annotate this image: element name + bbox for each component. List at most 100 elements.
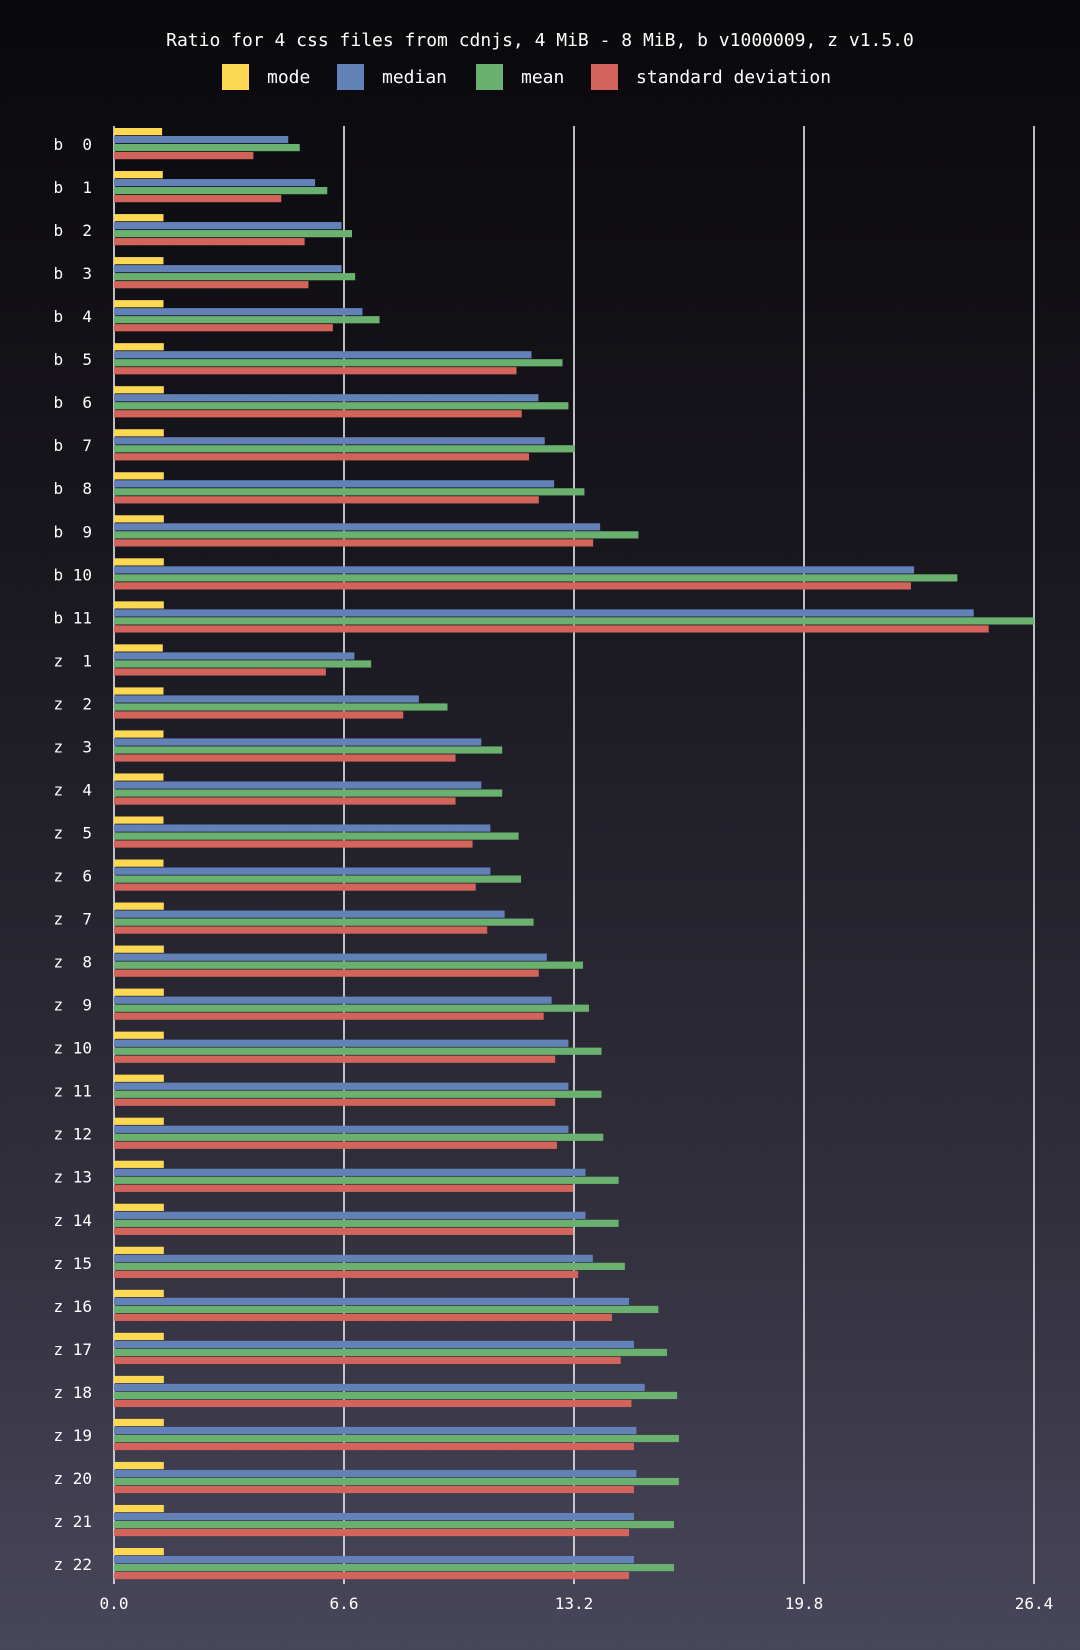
x-tick-label: 6.6: [330, 1594, 359, 1613]
bar-mode-z2: [114, 687, 164, 695]
bar-mode-z10: [114, 1031, 164, 1039]
bar-mean-z16: [114, 1305, 659, 1314]
bar-mean-z12: [114, 1133, 604, 1141]
bar-standard-deviation-z3: [114, 754, 456, 762]
bar-mode-b2: [114, 214, 164, 222]
bar-mean-z17: [114, 1348, 668, 1357]
legend-swatch-median: [337, 64, 364, 90]
bar-standard-deviation-b5: [114, 367, 517, 375]
legend-swatch-standard-deviation: [591, 64, 618, 90]
bar-mean-b3: [114, 273, 356, 281]
bar-standard-deviation-z6: [114, 883, 476, 891]
bar-standard-deviation-b4: [114, 324, 333, 332]
bar-median-b5: [114, 351, 532, 359]
bar-median-b10: [114, 566, 915, 574]
category-label: z 6: [53, 867, 92, 886]
bar-mode-z21: [114, 1504, 164, 1513]
bar-mean-z19: [114, 1434, 679, 1443]
chart-title: Ratio for 4 css files from cdnjs, 4 MiB …: [166, 30, 914, 51]
bar-mode-b11: [114, 601, 164, 609]
bar-mean-z2: [114, 703, 448, 711]
bar-median-z17: [114, 1340, 634, 1349]
bar-standard-deviation-z17: [114, 1356, 621, 1365]
bar-standard-deviation-z4: [114, 797, 456, 805]
bar-mode-z15: [114, 1246, 164, 1254]
bar-standard-deviation-z22: [114, 1571, 630, 1580]
category-label: z 14: [53, 1211, 92, 1230]
bar-mean-b11: [114, 617, 1034, 625]
bar-mean-z1: [114, 660, 372, 668]
bar-mean-b8: [114, 488, 585, 496]
category-label: z 19: [53, 1426, 92, 1445]
bar-median-z3: [114, 738, 482, 746]
category-label: b 3: [53, 264, 92, 283]
bar-median-z4: [114, 781, 482, 789]
bar-mean-z15: [114, 1262, 625, 1270]
category-label: b 5: [53, 350, 92, 369]
bar-mean-z9: [114, 1004, 589, 1012]
bar-standard-deviation-z9: [114, 1012, 544, 1020]
bar-mode-z8: [114, 945, 164, 953]
category-label: b 11: [53, 608, 92, 627]
bar-standard-deviation-b0: [114, 152, 254, 160]
legend-label-standard-deviation: standard deviation: [636, 67, 831, 88]
category-label: z 18: [53, 1383, 92, 1402]
bar-standard-deviation-b6: [114, 410, 522, 418]
category-label: z 4: [53, 780, 92, 799]
bar-mode-z7: [114, 902, 164, 910]
bar-standard-deviation-b3: [114, 281, 309, 289]
bar-standard-deviation-b2: [114, 238, 305, 246]
bar-median-z1: [114, 652, 355, 660]
bar-standard-deviation-b8: [114, 496, 539, 504]
bar-mode-b3: [114, 257, 164, 265]
bar-standard-deviation-z2: [114, 711, 404, 719]
bar-median-z6: [114, 867, 491, 875]
category-label: z 15: [53, 1254, 92, 1273]
bar-median-b3: [114, 265, 342, 273]
bar-mean-z5: [114, 832, 519, 840]
bar-mode-b10: [114, 558, 164, 566]
legend-swatch-mode: [222, 64, 249, 90]
legend-label-median: median: [382, 67, 447, 88]
bar-standard-deviation-z11: [114, 1098, 556, 1106]
bar-mode-b0: [114, 128, 163, 136]
bar-median-b7: [114, 437, 545, 445]
bar-mode-z19: [114, 1418, 164, 1427]
bar-mode-z14: [114, 1203, 164, 1211]
category-label: z 1: [53, 651, 92, 670]
bar-mode-b1: [114, 171, 163, 179]
bar-mean-z4: [114, 789, 503, 797]
bar-standard-deviation-z7: [114, 926, 488, 934]
bar-mode-b9: [114, 515, 164, 523]
category-label: b 7: [53, 436, 92, 455]
bar-mode-z16: [114, 1289, 164, 1298]
category-label: z 11: [53, 1082, 92, 1101]
bar-mean-z13: [114, 1176, 619, 1184]
bar-median-z8: [114, 953, 547, 961]
category-label: z 20: [53, 1469, 92, 1488]
bar-median-z20: [114, 1469, 637, 1478]
bar-mode-z11: [114, 1074, 164, 1082]
bar-median-b6: [114, 394, 539, 402]
bar-mode-z5: [114, 816, 164, 824]
bar-mean-b1: [114, 187, 328, 195]
bar-median-z7: [114, 910, 505, 918]
bar-standard-deviation-z12: [114, 1141, 557, 1149]
bar-median-b2: [114, 222, 342, 230]
bar-standard-deviation-z5: [114, 840, 473, 848]
bar-mean-b7: [114, 445, 575, 453]
bar-median-z19: [114, 1426, 637, 1435]
bar-mode-z17: [114, 1332, 164, 1341]
bar-mode-z4: [114, 773, 164, 781]
bar-standard-deviation-z10: [114, 1055, 556, 1063]
category-label: z 16: [53, 1297, 92, 1316]
category-label: z 12: [53, 1125, 92, 1144]
bar-mean-z14: [114, 1219, 619, 1227]
bar-mean-z6: [114, 875, 522, 883]
bar-mode-b8: [114, 472, 164, 480]
category-label: b 10: [53, 565, 92, 584]
bar-mode-z12: [114, 1117, 164, 1125]
bar-standard-deviation-z20: [114, 1485, 634, 1494]
bar-mean-z7: [114, 918, 534, 926]
